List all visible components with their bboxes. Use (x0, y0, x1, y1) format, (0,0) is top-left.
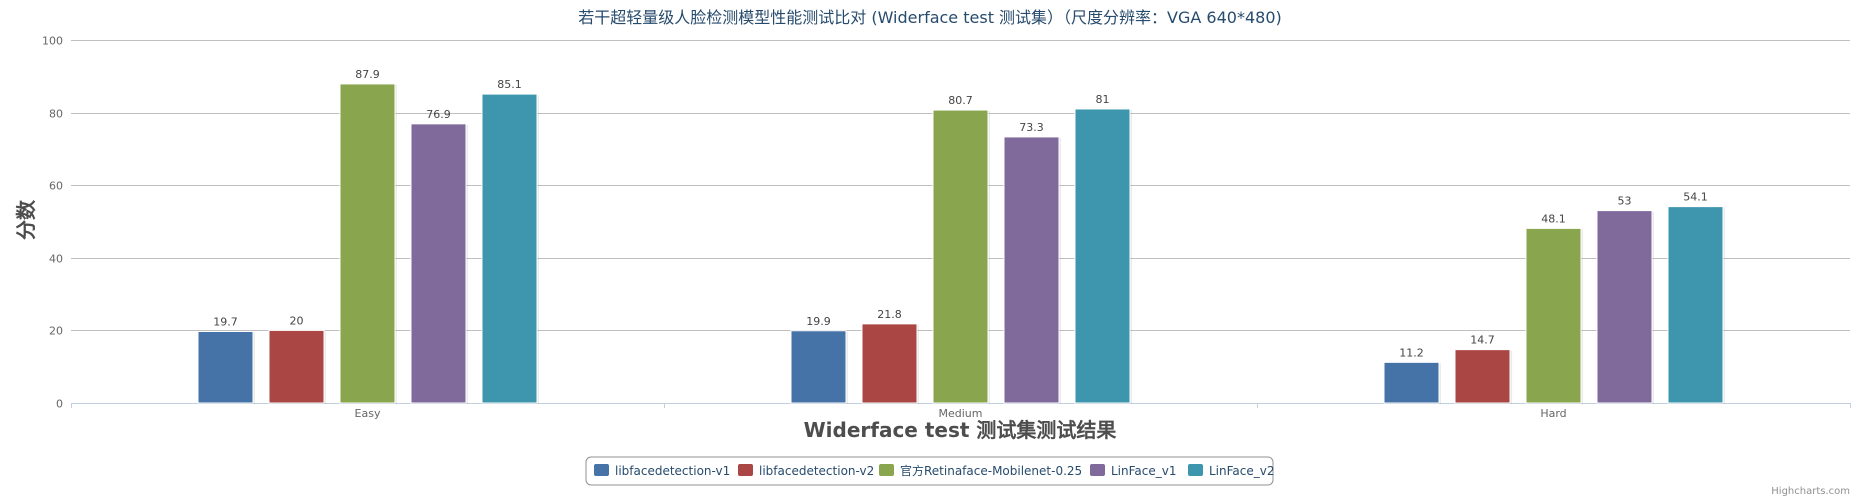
credits-text[interactable]: Highcharts.com (1771, 486, 1850, 497)
data-label-layer: 19.7 19.9 11.2 20 21.8 14.7 87.9 80.7 48.1 76.9 73… (213, 68, 1708, 359)
data-label: 21.8 (877, 308, 902, 321)
bar[interactable] (1667, 206, 1724, 404)
data-label: 87.9 (355, 68, 380, 81)
y-tick-label: 60 (49, 180, 63, 193)
bar[interactable] (197, 330, 254, 404)
legend-label: libfacedetection-v1 (615, 464, 730, 478)
legend-label: libfacedetection-v2 (759, 464, 874, 478)
bar[interactable] (1003, 136, 1060, 404)
y-tick-label: 0 (56, 398, 63, 411)
legend-swatch (594, 464, 609, 476)
data-label: 81 (1096, 93, 1110, 106)
legend-swatch (1090, 464, 1105, 476)
data-label: 14.7 (1470, 334, 1495, 347)
bar[interactable] (861, 323, 918, 404)
legend-item[interactable]: libfacedetection-v1 (594, 464, 730, 478)
axis-layer: 0 20 40 60 80 100 Easy Medium Hard (42, 35, 1851, 420)
bar[interactable] (1596, 210, 1653, 404)
data-label: 54.1 (1683, 191, 1708, 204)
bar[interactable] (932, 109, 989, 404)
legend: libfacedetection-v1 libfacedetection-v2 官方… (585, 456, 1275, 486)
legend-label: LinFace_v1 (1111, 464, 1177, 478)
bar[interactable] (1383, 361, 1440, 404)
x-tick-label: Easy (355, 407, 381, 420)
x-axis-title: Widerface test 测试集测试结果 (804, 418, 1117, 442)
bar[interactable] (410, 123, 467, 404)
bar[interactable] (1074, 108, 1131, 404)
legend-item[interactable]: LinFace_v1 (1090, 464, 1177, 478)
legend-swatch (1188, 464, 1203, 476)
data-label: 85.1 (497, 78, 522, 91)
bar-layer (197, 83, 1725, 405)
legend-item[interactable]: 官方Retinaface-Mobilenet-0.25 (879, 463, 1082, 478)
x-tick-label: Medium (939, 407, 983, 420)
bar[interactable] (268, 329, 325, 404)
bar[interactable] (339, 83, 396, 404)
y-tick-label: 100 (42, 35, 63, 48)
data-label: 76.9 (426, 108, 451, 121)
bar[interactable] (481, 93, 538, 404)
legend-label: LinFace_v2 (1209, 464, 1275, 478)
data-label: 19.9 (806, 315, 831, 328)
y-tick-label: 40 (49, 253, 63, 266)
data-label: 11.2 (1399, 346, 1424, 359)
x-tick-label: Hard (1540, 407, 1566, 420)
data-label: 48.1 (1541, 212, 1566, 225)
legend-swatch (879, 464, 894, 476)
bar[interactable] (1454, 349, 1511, 404)
data-label: 80.7 (948, 94, 973, 107)
data-label: 19.7 (213, 315, 238, 328)
data-label: 53 (1618, 195, 1632, 208)
chart-title: 若干超轻量级人脸检测模型性能测试比对 (Widerface test 测试集）（… (578, 8, 1282, 27)
legend-item[interactable]: libfacedetection-v2 (738, 464, 874, 478)
data-label: 20 (290, 314, 304, 327)
y-axis-title: 分数 (14, 199, 38, 240)
y-tick-label: 20 (49, 325, 63, 338)
legend-item[interactable]: LinFace_v2 (1188, 464, 1275, 478)
bar[interactable] (790, 330, 847, 404)
bar[interactable] (1525, 227, 1582, 404)
legend-swatch (738, 464, 753, 476)
legend-label: 官方Retinaface-Mobilenet-0.25 (900, 463, 1082, 478)
y-tick-label: 80 (49, 108, 63, 121)
data-label: 73.3 (1019, 121, 1044, 134)
